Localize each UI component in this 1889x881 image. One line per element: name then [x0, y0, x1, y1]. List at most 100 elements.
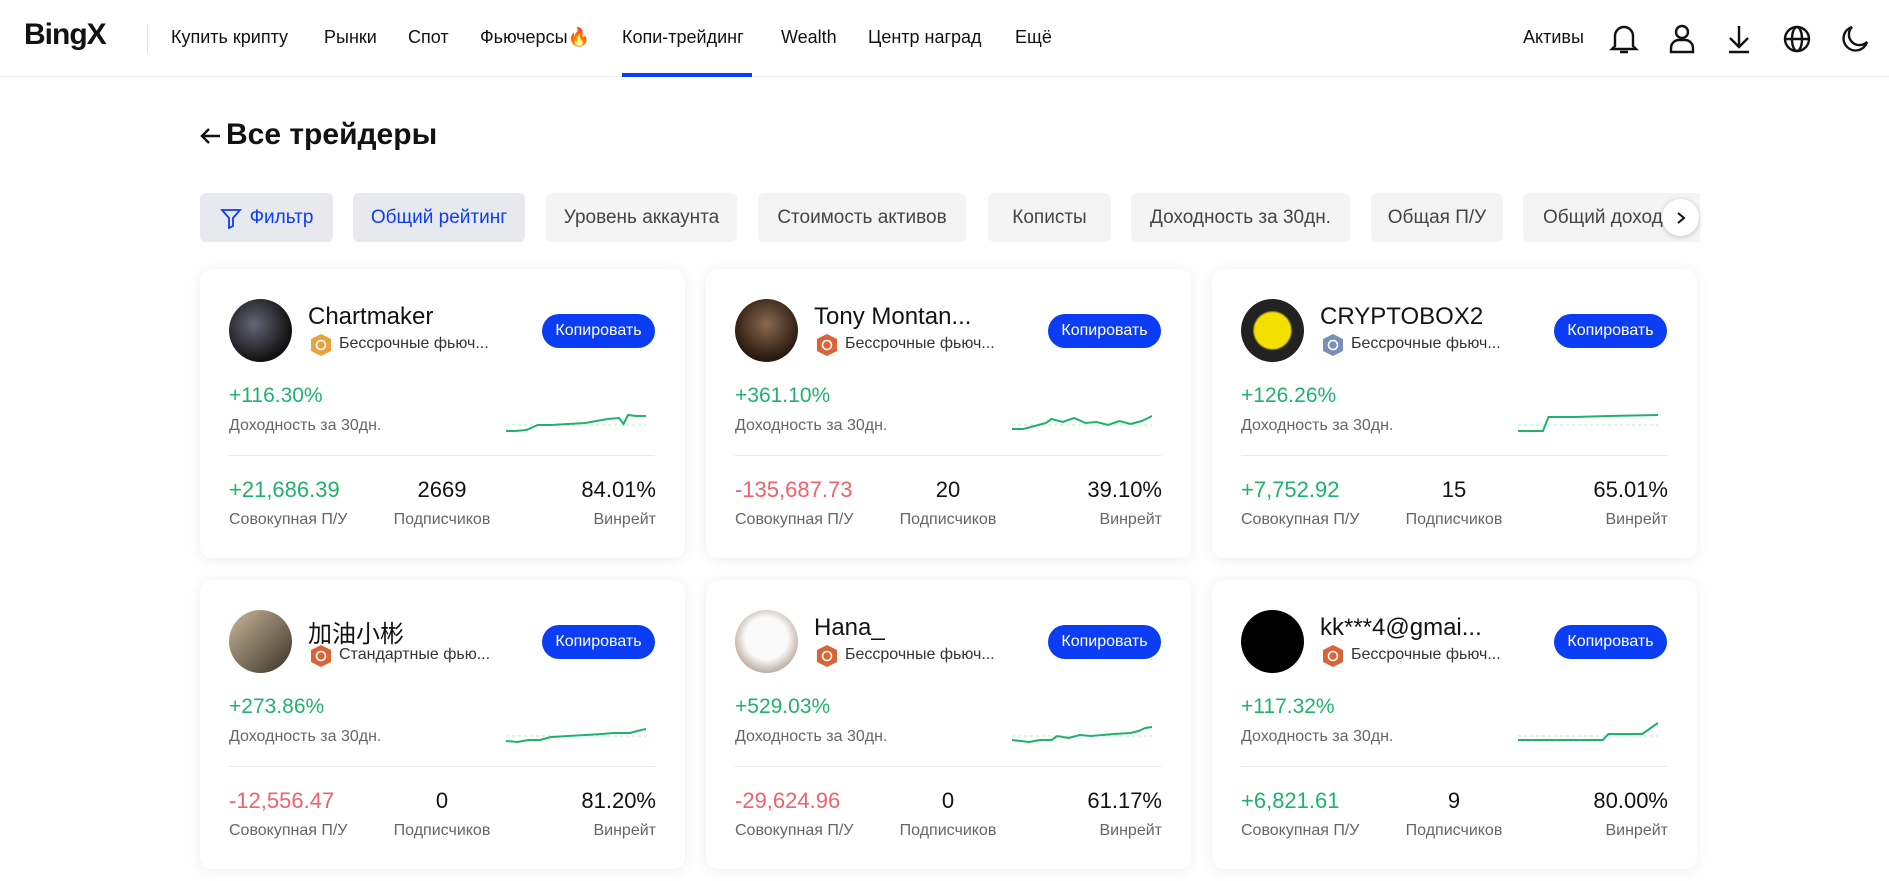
followers-value: 15	[1441, 477, 1467, 502]
pnl-value: +7,752.92	[1241, 477, 1340, 502]
followers-value: 9	[1447, 788, 1461, 813]
filter-chip[interactable]: Фильтр	[200, 193, 333, 242]
winrate-label: Винрейт	[1099, 511, 1162, 528]
filter-chip[interactable]: Стоимость активов	[758, 193, 966, 242]
trader-badge: Бессрочные фьюч...	[1351, 335, 1501, 352]
avatar	[1241, 610, 1304, 673]
avatar	[229, 610, 292, 673]
winrate-label: Винрейт	[1099, 822, 1162, 839]
winrate-label: Винрейт	[593, 822, 656, 839]
filter-label: Доходность за 30дн.	[1150, 206, 1331, 228]
moon-icon[interactable]	[1842, 25, 1869, 52]
followers-value: 20	[935, 477, 961, 502]
followers-value: 0	[435, 788, 449, 813]
trader-name[interactable]: Chartmaker	[308, 303, 434, 330]
followers-value: 2669	[417, 477, 467, 502]
copy-button[interactable]: Копировать	[542, 625, 655, 659]
bell-icon[interactable]	[1609, 25, 1639, 54]
pnl-label: Совокупная П/У	[735, 822, 854, 839]
roi-value: +529.03%	[735, 695, 831, 718]
nav-item[interactable]: Wealth	[781, 27, 837, 47]
user-icon[interactable]	[1669, 24, 1695, 54]
card-divider	[1241, 766, 1667, 767]
avatar	[735, 610, 798, 673]
trader-card[interactable]: Tony Montan... Бессрочные фьюч... Копирова…	[706, 269, 1191, 558]
nav-item[interactable]: Купить крипту	[171, 27, 289, 47]
pnl-label: Совокупная П/У	[1241, 511, 1360, 528]
trader-badge: Бессрочные фьюч...	[845, 335, 995, 352]
nav-item[interactable]: Спот	[408, 27, 449, 47]
globe-icon[interactable]	[1783, 25, 1811, 53]
copy-button[interactable]: Копировать	[542, 314, 655, 348]
filter-chip[interactable]: Доходность за 30дн.	[1131, 193, 1350, 242]
trader-card[interactable]: 加油小彬 Стандартные фью... Копировать +273.86%…	[200, 580, 685, 869]
trader-name[interactable]: Tony Montan...	[814, 303, 972, 330]
filter-label: Общий доход	[1543, 206, 1663, 228]
filter-chip[interactable]: Общий рейтинг	[353, 193, 525, 242]
trader-name[interactable]: CRYPTOBOX2	[1320, 303, 1484, 330]
followers-label: Подписчиков	[1405, 822, 1503, 839]
pnl-value: -29,624.96	[735, 788, 841, 813]
roi-label: Доходность за 30дн.	[229, 728, 382, 745]
pnl-label: Совокупная П/У	[735, 511, 854, 528]
copy-button[interactable]: Копировать	[1048, 625, 1161, 659]
card-divider	[229, 455, 655, 456]
pnl-value: -12,556.47	[229, 788, 335, 813]
trader-badge: Бессрочные фьюч...	[339, 335, 489, 352]
level-badge	[817, 645, 837, 667]
header-icons	[1609, 24, 1869, 54]
filter-label: Фильтр	[249, 206, 314, 228]
filter-bar: Фильтр Общий рейтинг Уровень аккаунта Стоим…	[0, 0, 1700, 260]
filter-chip[interactable]: Общая П/У	[1371, 193, 1503, 242]
trader-name[interactable]: 加油小彬	[308, 621, 404, 648]
level-badge	[1323, 645, 1343, 667]
filter-chip[interactable]: Уровень аккаунта	[546, 193, 737, 242]
nav-item[interactable]: Центр наград	[868, 27, 982, 47]
nav-item[interactable]: Рынки	[324, 27, 377, 47]
scroll-right-button[interactable]	[1662, 199, 1699, 236]
filter-chip[interactable]: Копиcты	[988, 193, 1111, 242]
trader-card[interactable]: CRYPTOBOX2 Бессрочные фьюч... Копировать +1…	[1212, 269, 1697, 558]
roi-label: Доходность за 30дн.	[1241, 417, 1394, 434]
pnl-value: -135,687.73	[735, 477, 853, 502]
page-title: Все трейдеры	[226, 118, 438, 151]
copy-button[interactable]: Копировать	[1048, 314, 1161, 348]
level-badge	[1323, 334, 1343, 356]
assets-link[interactable]: Активы	[1523, 27, 1584, 47]
sparkline	[506, 728, 646, 744]
back-arrow[interactable]	[198, 125, 222, 147]
nav-item[interactable]: Копи-трейдинг	[622, 27, 744, 47]
avatar	[229, 299, 292, 362]
trader-name[interactable]: Hana_	[814, 614, 885, 641]
winrate-value: 61.17%	[1087, 788, 1162, 813]
roi-label: Доходность за 30дн.	[229, 417, 382, 434]
winrate-value: 81.20%	[581, 788, 656, 813]
level-badge	[311, 334, 331, 356]
copy-button[interactable]: Копировать	[1554, 314, 1667, 348]
logo[interactable]: BingX	[24, 18, 107, 51]
download-icon[interactable]	[1729, 26, 1749, 54]
trader-card[interactable]: Chartmaker Бессрочные фьюч... Копировать +1…	[200, 269, 685, 558]
trader-card[interactable]: kk***4@gmai... Бессрочные фьюч... Копирова…	[1212, 580, 1697, 869]
nav-item[interactable]: Фьючерсы🔥	[480, 27, 590, 47]
winrate-value: 65.01%	[1593, 477, 1668, 502]
winrate-value: 39.10%	[1087, 477, 1162, 502]
card-divider	[735, 455, 1161, 456]
winrate-label: Винрейт	[1605, 511, 1668, 528]
trader-card[interactable]: Hana_ Бессрочные фьюч... Копировать +529.03…	[706, 580, 1191, 869]
trader-name[interactable]: kk***4@gmai...	[1320, 614, 1482, 641]
filter-label: Уровень аккаунта	[563, 206, 720, 228]
roi-value: +126.26%	[1241, 384, 1337, 407]
followers-label: Подписчиков	[899, 822, 997, 839]
header: BingX Активы Купить крипту Рынки Спот Фьюче…	[0, 0, 1889, 77]
trader-badge: Бессрочные фьюч...	[1351, 646, 1501, 663]
nav-item[interactable]: Ещё	[1015, 27, 1052, 47]
copy-button[interactable]: Копировать	[1554, 625, 1667, 659]
filter-icon	[219, 208, 242, 229]
pnl-label: Совокупная П/У	[229, 822, 348, 839]
divider	[147, 24, 148, 52]
roi-value: +117.32%	[1241, 695, 1335, 718]
followers-value: 0	[941, 788, 955, 813]
filter-label: Общая П/У	[1387, 206, 1487, 228]
winrate-label: Винрейт	[593, 511, 656, 528]
